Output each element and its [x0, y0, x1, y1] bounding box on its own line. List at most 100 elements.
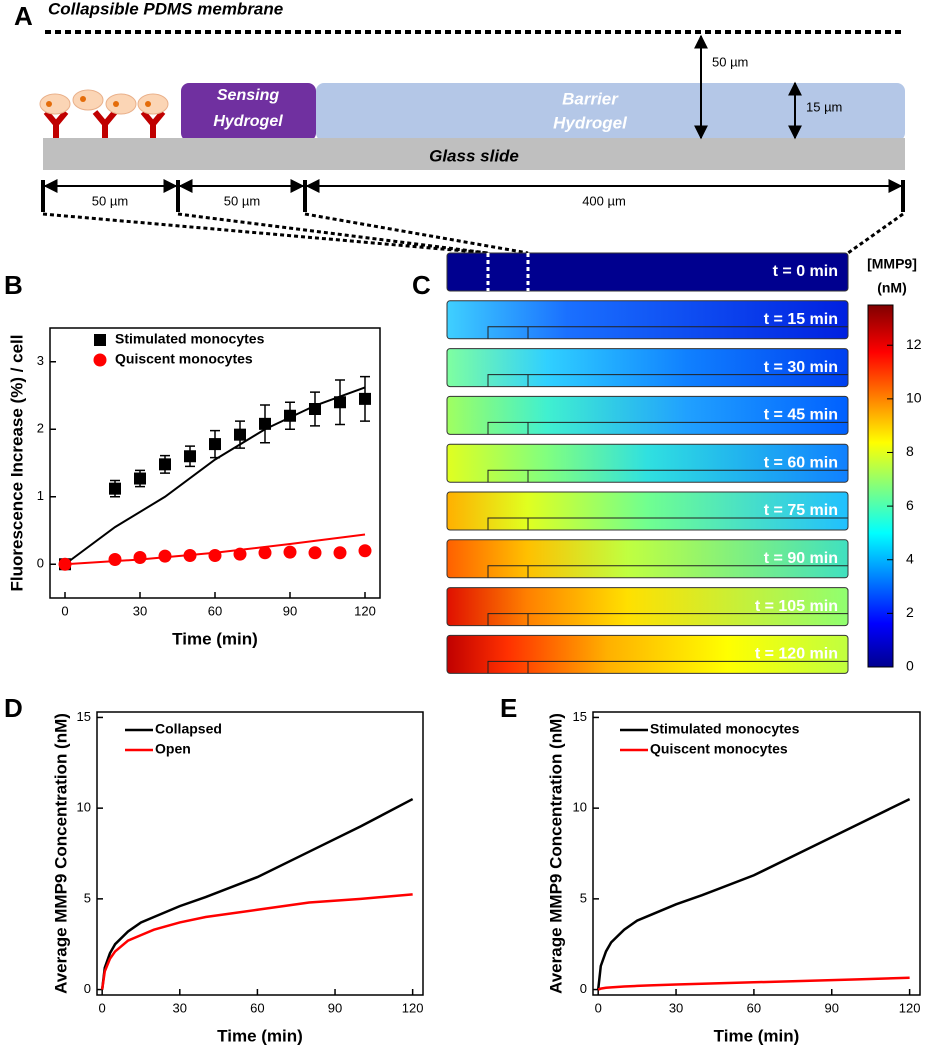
x-tick-label: 0 [61, 603, 68, 618]
y-tick-label: 0 [84, 981, 91, 996]
x-tick-label: 90 [825, 1000, 839, 1015]
colorbar-tick-label: 10 [906, 390, 922, 406]
marker [283, 545, 297, 559]
glass-slide [43, 138, 905, 170]
strip-label: t = 0 min [773, 263, 838, 280]
x-tick-label: 30 [133, 603, 147, 618]
marker [359, 392, 371, 405]
marker [233, 547, 247, 561]
line [597, 976, 910, 991]
marker [158, 549, 172, 563]
y-tick-label: 15 [573, 709, 587, 724]
width-label: 400 µm [582, 193, 626, 208]
y-tick-label: 10 [573, 800, 587, 815]
colorbar-tick-label: 2 [906, 604, 914, 620]
strip-label: t = 105 min [755, 598, 838, 615]
zoom-marks [486, 253, 530, 291]
x-tick-label: 60 [747, 1000, 761, 1015]
width-label: 50 µm [224, 193, 260, 208]
width-label: 50 µm [92, 193, 128, 208]
y-tick-label: 0 [37, 556, 44, 571]
marker [234, 428, 246, 441]
marker [159, 458, 171, 471]
line [100, 797, 414, 990]
marker [133, 551, 147, 564]
colorbar-tick-label: 8 [906, 443, 914, 459]
panel-label: D [4, 693, 23, 723]
y-tick-label: 5 [580, 890, 587, 905]
geometry-outline [487, 469, 848, 483]
cells [39, 89, 169, 138]
marker [284, 409, 296, 422]
x-tick-label: 0 [595, 1000, 602, 1015]
strip-label: t = 75 min [764, 502, 838, 519]
y-tick-label: 10 [77, 800, 91, 815]
geometry-outline [487, 517, 848, 530]
height-label: 15 µm [806, 99, 842, 114]
y-tick-label: 5 [84, 890, 91, 905]
geometry-outline [487, 421, 848, 435]
marker [258, 546, 272, 560]
barrier-hydrogel [316, 83, 905, 141]
concentration-strip [446, 252, 849, 292]
barrier-label: Hydrogel [553, 113, 628, 132]
y-tick-label: 15 [77, 709, 91, 724]
sensing-hydrogel [181, 83, 316, 141]
glass-label: Glass slide [429, 146, 519, 165]
height-label: 50 µm [712, 54, 748, 69]
legend-label: Stimulated monocytes [115, 331, 265, 347]
y-axis-label: Average MMP9 Concentration (nM) [546, 713, 565, 994]
colorbar-tick-label: 4 [906, 550, 914, 566]
legend-label: Quiscent monocytes [115, 351, 253, 367]
strip-label: t = 90 min [764, 550, 838, 567]
panel-label: A [14, 1, 33, 31]
x-axis-label: Time (min) [172, 629, 258, 648]
geometry-outline [487, 613, 848, 626]
marker [108, 553, 122, 567]
concentration-strip [446, 491, 849, 531]
colorbar-tick-label: 12 [906, 336, 922, 352]
sensing-label: Sensing [217, 87, 279, 104]
marker [183, 548, 197, 562]
marker [308, 546, 322, 560]
marker [58, 557, 72, 571]
x-tick-label: 120 [402, 1000, 424, 1015]
y-axis-label: Fluorescence Increase (%) / cell [7, 334, 26, 591]
marker [109, 482, 121, 495]
colorbar-tick-label: 6 [906, 497, 914, 513]
geometry-outline [487, 374, 848, 387]
legend-label: Collapsed [155, 721, 222, 737]
strip-label: t = 30 min [764, 359, 838, 376]
plot-frame [96, 711, 424, 996]
x-axis-label: Time (min) [714, 1026, 800, 1045]
plot-frame [592, 711, 921, 996]
legend-label: Open [155, 741, 191, 757]
x-tick-label: 90 [328, 1000, 342, 1015]
y-tick-label: 0 [580, 981, 587, 996]
y-axis-label: Average MMP9 Concentration (nM) [51, 713, 70, 994]
legend-marker [94, 334, 106, 346]
y-tick-label: 2 [37, 421, 44, 436]
panel-label: E [500, 693, 517, 723]
marker [184, 450, 196, 463]
strip-label: t = 60 min [764, 454, 838, 471]
x-tick-label: 60 [208, 603, 222, 618]
marker [208, 548, 222, 562]
marker [334, 396, 346, 409]
geometry-outline [487, 565, 848, 578]
y-tick-label: 3 [37, 353, 44, 368]
legend-label: Stimulated monocytes [650, 721, 800, 737]
colorbar [867, 304, 894, 668]
colorbar-title: (nM) [877, 280, 907, 296]
geometry-outline [487, 660, 848, 674]
x-tick-label: 120 [899, 1000, 921, 1015]
panel-label: B [4, 270, 23, 300]
colorbar-tick-label: 0 [906, 658, 914, 674]
strip-label: t = 45 min [764, 407, 838, 424]
x-axis-label: Time (min) [217, 1026, 303, 1045]
y-tick-label: 1 [37, 488, 44, 503]
marker [134, 472, 146, 485]
marker [259, 417, 271, 430]
concentration-strip [446, 443, 849, 483]
